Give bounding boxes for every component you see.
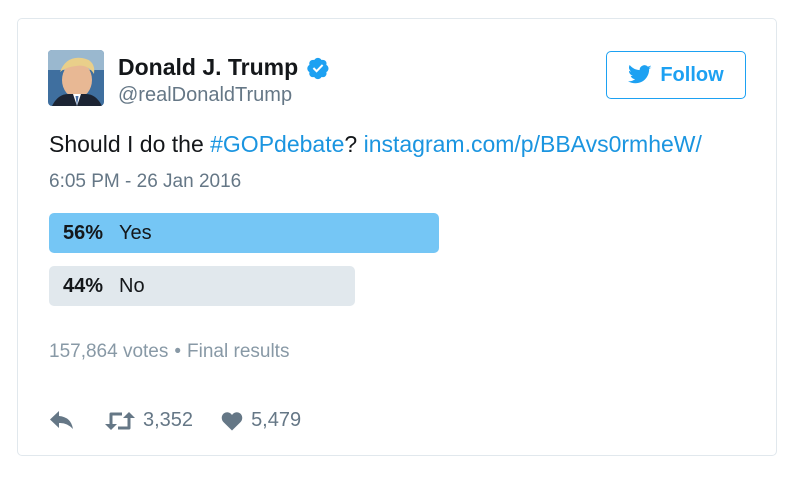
- poll-option-yes: 56% Yes: [49, 213, 439, 253]
- verified-badge-icon: [306, 56, 330, 80]
- tweet-timestamp[interactable]: 6:05 PM - 26 Jan 2016: [49, 171, 242, 192]
- tweet-text-middle: ?: [344, 131, 364, 157]
- tweet-card: Donald J. Trump @realDonaldTrump Follow …: [17, 18, 777, 456]
- display-name[interactable]: Donald J. Trump: [118, 54, 299, 80]
- poll-no-label: No: [119, 274, 145, 297]
- instagram-link[interactable]: instagram.com/p/BBAvs0rmheW/: [363, 131, 702, 157]
- twitter-bird-icon: [628, 65, 652, 84]
- reply-icon: [50, 410, 73, 429]
- poll-option-no: 44% No: [49, 266, 355, 306]
- user-avatar[interactable]: [48, 50, 104, 106]
- tweet-actions: 3,352 5,479: [49, 409, 301, 432]
- heart-icon: [221, 411, 243, 430]
- poll-yes-label: Yes: [119, 221, 152, 244]
- hashtag-link[interactable]: #GOPdebate: [210, 131, 345, 157]
- like-count: 5,479: [251, 409, 302, 431]
- like-button[interactable]: 5,479: [221, 409, 301, 432]
- poll-status: Final results: [187, 341, 290, 362]
- tweet-text-prefix: Should I do the: [49, 131, 211, 157]
- poll-no-percent: 44%: [63, 274, 104, 297]
- retweet-button[interactable]: 3,352: [105, 409, 193, 432]
- user-handle[interactable]: @realDonaldTrump: [118, 84, 293, 106]
- poll-meta: 157,864 votes • Final results: [49, 341, 289, 363]
- reply-button[interactable]: [49, 410, 75, 432]
- poll-yes-percent: 56%: [63, 221, 104, 244]
- tweet-text: Should I do the #GOPdebate? instagram.co…: [49, 131, 702, 158]
- poll-separator: •: [174, 341, 182, 362]
- retweet-count: 3,352: [143, 409, 194, 431]
- avatar-image: [48, 50, 104, 106]
- follow-button[interactable]: Follow: [606, 51, 746, 99]
- name-row: Donald J. Trump: [118, 54, 330, 81]
- retweet-icon: [105, 411, 135, 430]
- poll-votes: 157,864 votes: [49, 341, 169, 362]
- follow-label: Follow: [660, 63, 724, 86]
